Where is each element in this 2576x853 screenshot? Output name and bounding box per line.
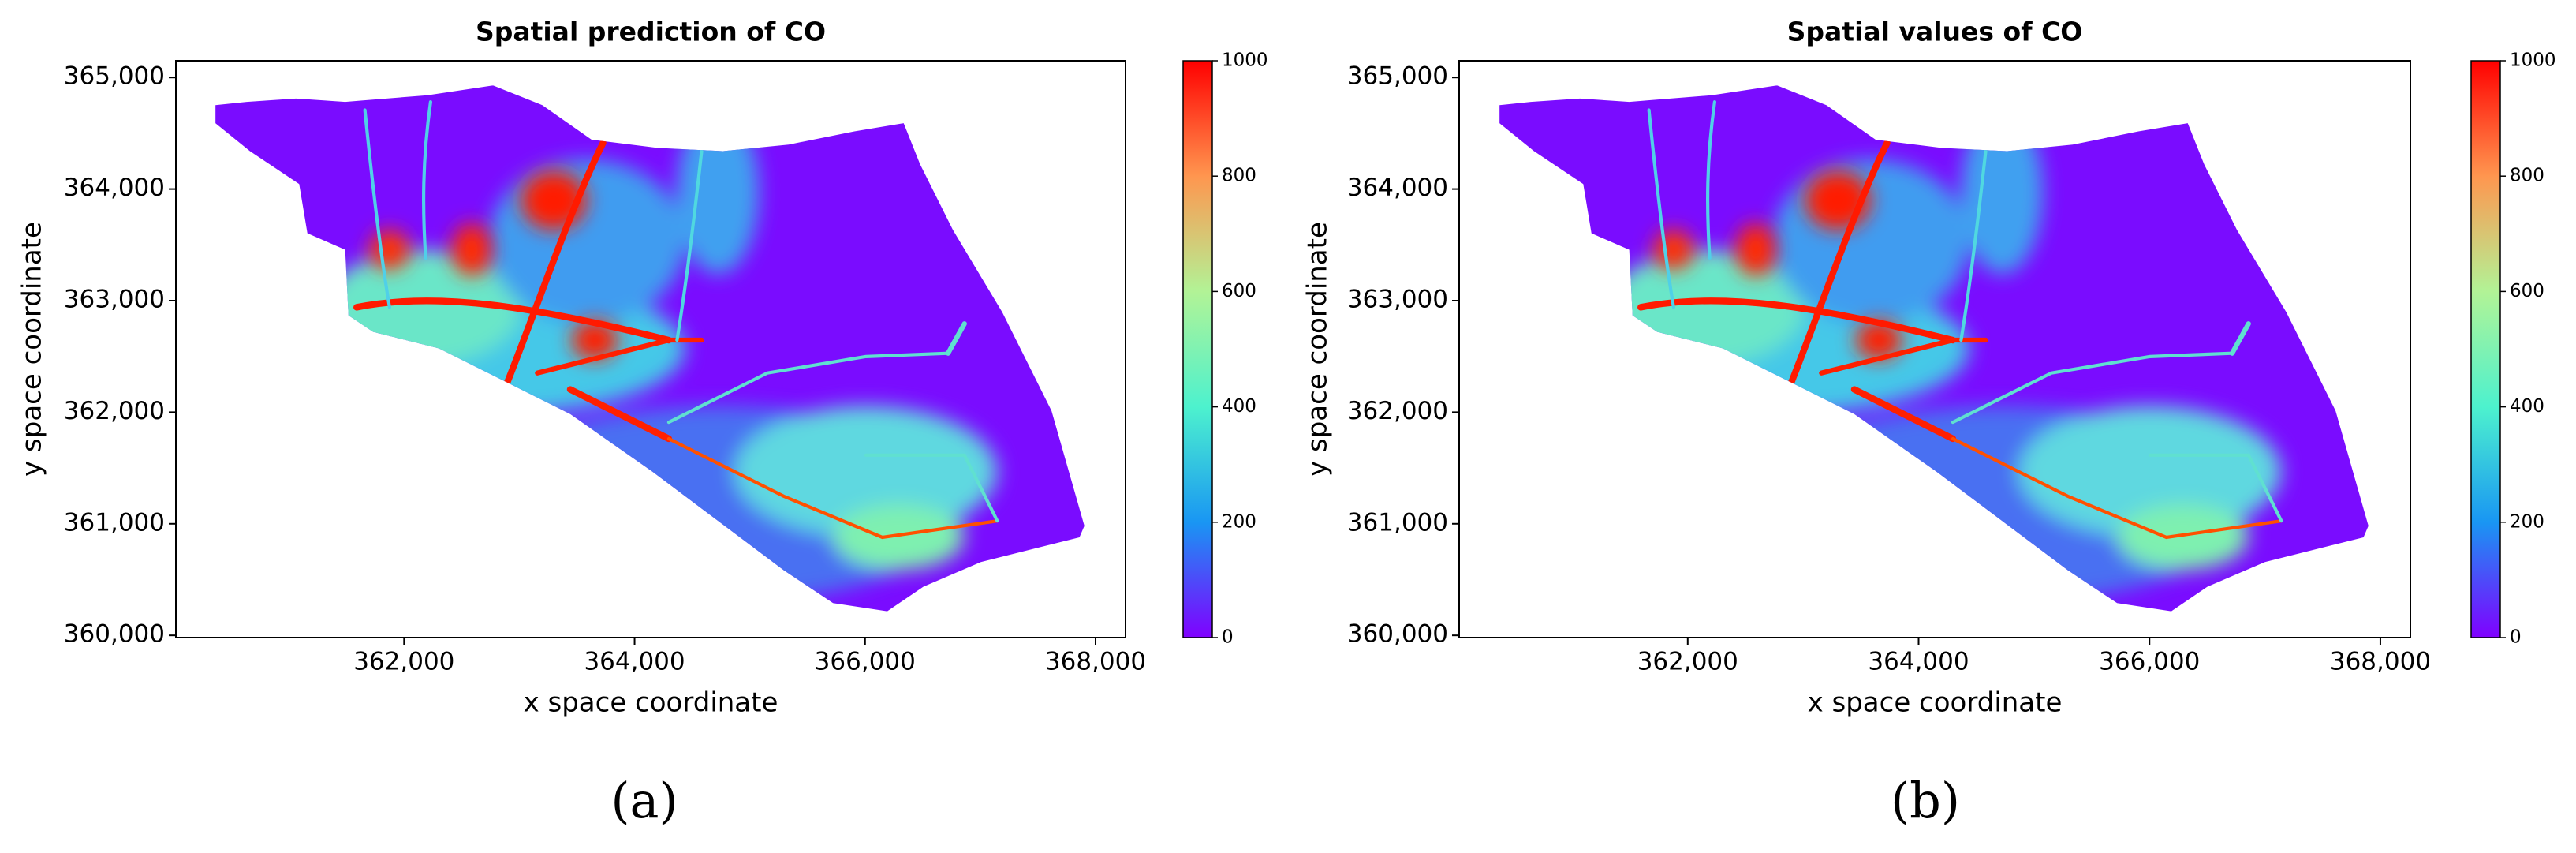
colorbar-tick-label: 600 xyxy=(1222,281,1256,301)
y-tick-label: 360,000 xyxy=(1347,620,1448,649)
colorbar xyxy=(2470,60,2501,638)
colorbar-tick-label: 400 xyxy=(1222,396,1256,417)
y-tick-label: 365,000 xyxy=(64,62,165,91)
chart-title: Spatial prediction of CO xyxy=(476,17,826,47)
y-tick-label: 363,000 xyxy=(64,285,165,313)
colorbar xyxy=(1182,60,1213,638)
colorbar-tick-label: 0 xyxy=(2510,627,2522,648)
panel-caption: (b) xyxy=(1891,772,1960,829)
colorbar-tick-label: 0 xyxy=(1222,627,1234,648)
colorbar-tick-label: 1000 xyxy=(1222,51,1268,71)
y-axis-label: y space coordinate xyxy=(17,222,48,477)
map-image xyxy=(1460,61,2410,638)
colorbar-tick-label: 800 xyxy=(2510,166,2544,186)
y-tick-label: 364,000 xyxy=(64,174,165,202)
panel-caption: (a) xyxy=(610,772,678,829)
y-tick-label: 360,000 xyxy=(64,620,165,649)
colorbar-tick-label: 200 xyxy=(2510,511,2544,532)
x-tick-label: 366,000 xyxy=(2099,648,2200,676)
x-tick-label: 364,000 xyxy=(1868,648,1969,676)
colorbar-tick-label: 1000 xyxy=(2510,51,2556,71)
y-tick-label: 362,000 xyxy=(1347,397,1448,425)
x-tick-label: 368,000 xyxy=(2330,648,2431,676)
colorbar-tick-label: 800 xyxy=(1222,166,1256,186)
y-axis-label: y space coordinate xyxy=(1302,222,1334,477)
y-tick-label: 364,000 xyxy=(1347,174,1448,202)
x-axis-label: x space coordinate xyxy=(1808,687,2063,719)
x-tick-label: 364,000 xyxy=(584,648,685,676)
y-tick-label: 362,000 xyxy=(64,397,165,425)
x-tick-label: 362,000 xyxy=(353,648,454,676)
x-tick-label: 368,000 xyxy=(1045,648,1146,676)
y-tick-label: 363,000 xyxy=(1347,285,1448,313)
y-tick-label: 361,000 xyxy=(64,508,165,537)
map-image xyxy=(176,61,1126,638)
chart-title: Spatial values of CO xyxy=(1787,17,2083,47)
x-axis-label: x space coordinate xyxy=(524,687,778,719)
colorbar-tick-label: 600 xyxy=(2510,281,2544,301)
x-tick-label: 366,000 xyxy=(815,648,916,676)
colorbar-tick-label: 400 xyxy=(2510,396,2544,417)
axes-frame xyxy=(175,60,1126,638)
colorbar-tick-label: 200 xyxy=(1222,511,1256,532)
y-tick-label: 365,000 xyxy=(1347,62,1448,91)
y-tick-label: 361,000 xyxy=(1347,508,1448,537)
axes-frame xyxy=(1458,60,2411,638)
x-tick-label: 362,000 xyxy=(1637,648,1738,676)
